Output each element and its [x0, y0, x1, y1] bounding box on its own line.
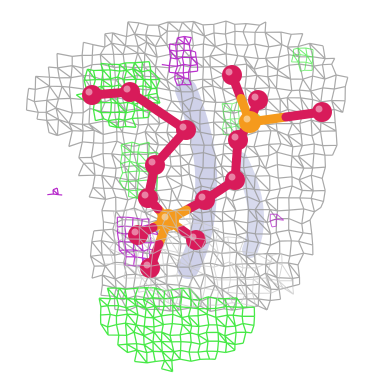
oxygen-atom	[312, 102, 332, 122]
atom-highlight	[131, 228, 139, 236]
oxygen-atom	[248, 90, 268, 110]
atom-highlight	[225, 68, 233, 76]
oxygen-atom	[195, 190, 215, 210]
oxygen-atom	[222, 65, 242, 85]
atom-highlight	[231, 133, 239, 141]
oxygen-atom	[228, 130, 248, 150]
atom-highlight	[123, 85, 131, 93]
atom-highlight	[141, 191, 149, 199]
atom-highlight	[251, 93, 259, 101]
oxygen-atom	[120, 82, 140, 102]
magenta-mesh-top	[161, 35, 199, 86]
density-mesh-magenta	[47, 35, 285, 268]
atom-highlight	[179, 123, 187, 131]
oxygen-atom	[128, 225, 148, 245]
density-mesh-grey-front	[101, 209, 294, 308]
magenta-mesh-small	[47, 187, 63, 196]
atom-highlight	[243, 115, 251, 123]
atom-highlight	[315, 105, 323, 113]
oxygen-atom	[225, 170, 245, 190]
atom-highlight	[143, 261, 151, 269]
oxygen-atom	[176, 120, 196, 140]
oxygen-atom	[145, 155, 165, 175]
ligand-model	[82, 65, 332, 278]
phosphorus-atom	[239, 111, 261, 133]
oxygen-atom	[138, 188, 158, 208]
atom-highlight	[85, 88, 93, 96]
green-mesh-right	[291, 47, 314, 72]
grey-mesh-front-lines	[101, 209, 294, 308]
atom-highlight	[198, 193, 206, 201]
oxygen-atom	[82, 85, 102, 105]
green-mesh-bottom	[98, 287, 256, 373]
atom-highlight	[148, 158, 156, 166]
oxygen-atom	[140, 258, 160, 278]
magenta-mesh-right	[269, 213, 285, 228]
atom-highlight	[228, 173, 236, 181]
